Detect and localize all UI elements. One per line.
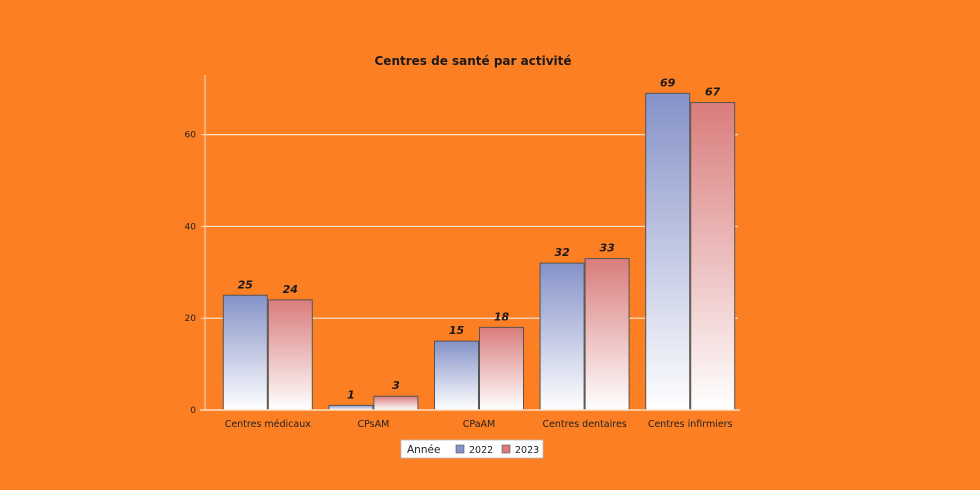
x-category-label: Centres dentaires: [542, 419, 626, 430]
bar-value-label: 3: [392, 379, 400, 392]
bar-value-label: 24: [283, 283, 298, 296]
legend-label-2022: 2022: [469, 445, 493, 456]
y-tick-label: 60: [185, 131, 197, 141]
legend: Année 2022 2023: [400, 439, 544, 459]
bars-layer: 25 24 Centres médicaux 1 3 CPsAM 15 18 CPaAM 32 33…: [222, 76, 736, 430]
bar-value-label: 32: [554, 246, 570, 259]
bar-value-label: 69: [660, 76, 676, 89]
legend-box: [400, 439, 544, 459]
bar-2022: [645, 92, 691, 411]
bar-2022: [222, 294, 268, 411]
bar-value-label: 15: [449, 324, 465, 337]
legend-title: Année: [407, 444, 440, 456]
x-category-label: Centres infirmiers: [648, 419, 733, 430]
bar-2023: [584, 258, 630, 411]
bar-2022: [539, 262, 585, 411]
x-category-label: CPsAM: [357, 419, 389, 430]
y-tick-label: 40: [185, 222, 197, 232]
legend-label-2023: 2023: [515, 445, 539, 456]
bar-2023: [690, 102, 736, 411]
legend-swatch-2022: [455, 444, 465, 454]
y-tick-label: 0: [190, 406, 196, 416]
chart-title: Centres de santé par activité: [375, 54, 572, 68]
y-tick-label: 20: [185, 314, 197, 324]
legend-swatch-2023: [501, 444, 511, 454]
x-category-label: Centres médicaux: [225, 419, 312, 430]
bar-value-label: 67: [705, 86, 721, 99]
bar-2023: [373, 395, 419, 411]
bar-2023: [267, 299, 313, 411]
bar-2022: [434, 340, 479, 411]
bar-value-label: 25: [238, 278, 254, 291]
bar-2023: [479, 326, 524, 411]
bar-value-label: 33: [599, 242, 615, 255]
bar-value-label: 1: [347, 388, 355, 401]
bar-value-label: 18: [494, 310, 510, 323]
x-category-label: CPaAM: [463, 419, 495, 430]
